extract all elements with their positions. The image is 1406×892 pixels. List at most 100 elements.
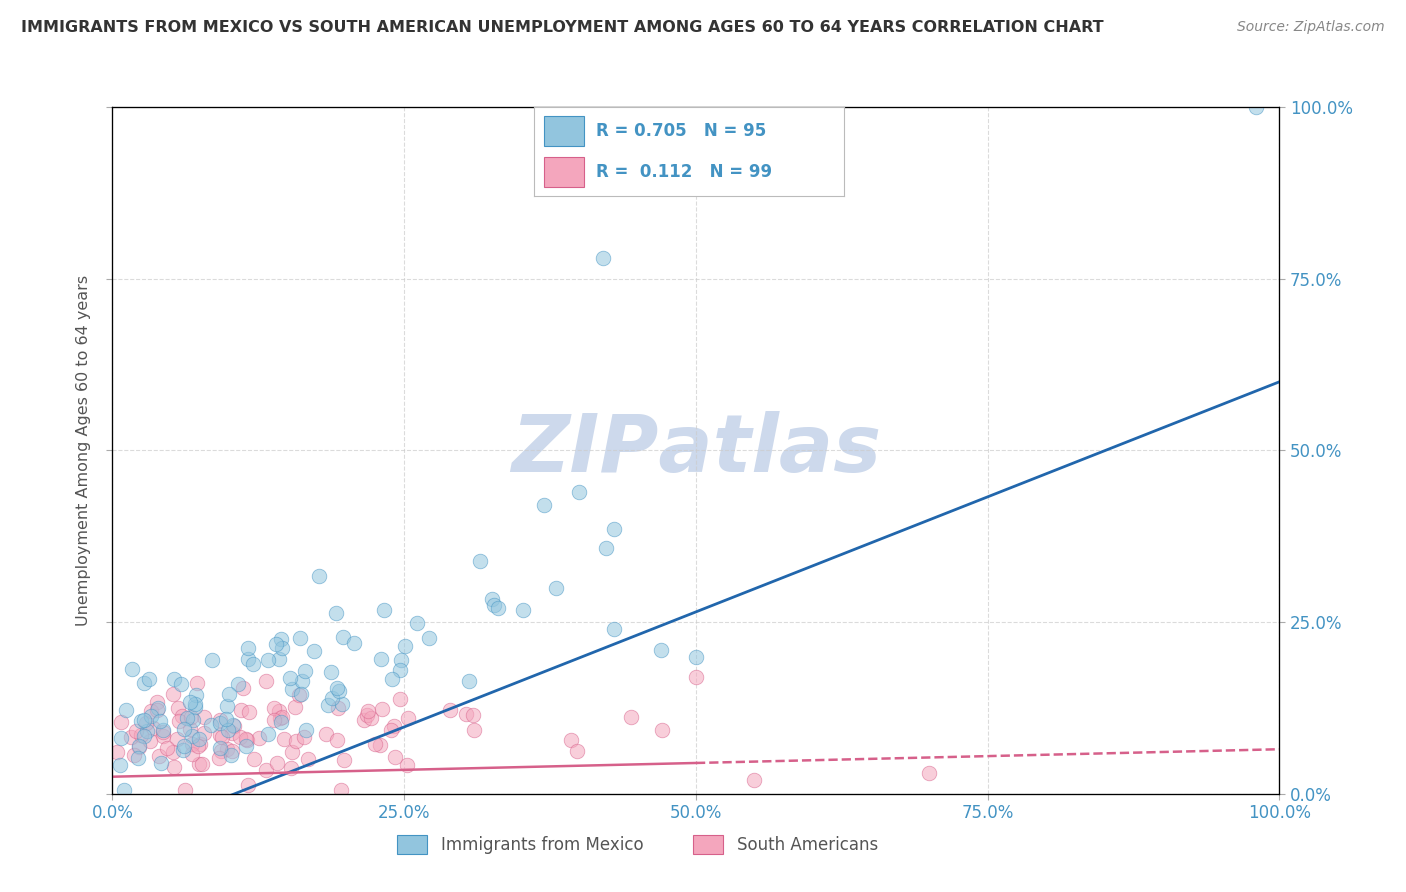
Point <box>219 748 242 763</box>
Point <box>328 684 350 698</box>
Point <box>332 630 354 644</box>
Point <box>281 682 304 697</box>
Point <box>592 251 614 265</box>
Point <box>256 727 278 741</box>
Point <box>271 709 294 723</box>
Point <box>304 643 326 657</box>
Point <box>218 687 240 701</box>
Point <box>180 747 202 761</box>
Point <box>512 603 534 617</box>
Point <box>380 723 402 737</box>
Point <box>294 664 316 678</box>
Point <box>257 653 280 667</box>
Point <box>368 738 391 752</box>
FancyBboxPatch shape <box>544 116 583 146</box>
Point <box>215 712 238 726</box>
Point <box>135 716 157 731</box>
Point <box>120 731 142 745</box>
Point <box>394 639 416 653</box>
Point <box>389 652 412 666</box>
Point <box>482 599 505 613</box>
Point <box>242 657 264 671</box>
Point <box>181 729 204 743</box>
Point <box>470 554 492 568</box>
Point <box>152 723 174 737</box>
Legend: Immigrants from Mexico, South Americans: Immigrants from Mexico, South Americans <box>391 829 884 861</box>
Point <box>1244 100 1267 114</box>
FancyBboxPatch shape <box>544 157 583 187</box>
Point <box>187 739 209 753</box>
Point <box>200 718 222 732</box>
Point <box>238 705 260 719</box>
Point <box>254 673 277 688</box>
Point <box>398 711 420 725</box>
Point <box>170 709 193 723</box>
Point <box>280 761 302 775</box>
Point <box>288 631 311 645</box>
Point <box>396 757 419 772</box>
Point <box>565 744 588 758</box>
Point <box>360 711 382 725</box>
Point <box>544 581 567 595</box>
Point <box>105 745 128 759</box>
Point <box>132 713 155 727</box>
Point <box>288 688 311 702</box>
Point <box>208 713 231 727</box>
Point <box>229 730 252 744</box>
Point <box>129 714 152 728</box>
Point <box>146 703 169 717</box>
Point <box>389 663 412 677</box>
Point <box>405 615 427 630</box>
Point <box>278 671 301 685</box>
Point <box>229 703 252 717</box>
Point <box>685 649 707 664</box>
Point <box>163 672 186 686</box>
Point <box>235 732 257 747</box>
Point <box>353 713 375 727</box>
Point <box>209 741 232 756</box>
Point <box>370 651 392 665</box>
Point <box>325 606 347 620</box>
Point <box>173 722 195 736</box>
Point <box>247 731 270 745</box>
Point <box>321 690 343 705</box>
Point <box>319 665 342 679</box>
Point <box>166 732 188 747</box>
Point <box>201 653 224 667</box>
Point <box>326 681 349 695</box>
Point <box>166 701 188 715</box>
Point <box>918 766 941 780</box>
Point <box>380 673 402 687</box>
Point <box>142 721 165 735</box>
Point <box>280 745 302 759</box>
Point <box>167 714 190 729</box>
Point <box>114 703 136 717</box>
Point <box>650 642 672 657</box>
Point <box>284 733 307 747</box>
Point <box>132 729 155 743</box>
Point <box>128 739 150 754</box>
Point <box>110 715 132 730</box>
Point <box>533 499 555 513</box>
Point <box>235 732 257 747</box>
Point <box>290 687 312 701</box>
Point <box>152 725 174 739</box>
Point <box>457 673 479 688</box>
Y-axis label: Unemployment Among Ages 60 to 64 years: Unemployment Among Ages 60 to 64 years <box>76 275 91 626</box>
Point <box>209 728 232 742</box>
Point <box>221 726 243 740</box>
Point <box>418 631 440 645</box>
Point <box>236 778 259 792</box>
Point <box>208 751 231 765</box>
Point <box>149 714 172 728</box>
Point <box>332 697 354 711</box>
Point <box>211 730 233 744</box>
Point <box>269 711 291 725</box>
Point <box>232 681 254 695</box>
Point <box>186 688 208 702</box>
Point <box>463 723 485 737</box>
Point <box>217 723 239 738</box>
Text: ZIP​atlas: ZIP​atlas <box>510 411 882 490</box>
Point <box>222 718 245 732</box>
Point <box>122 748 145 763</box>
